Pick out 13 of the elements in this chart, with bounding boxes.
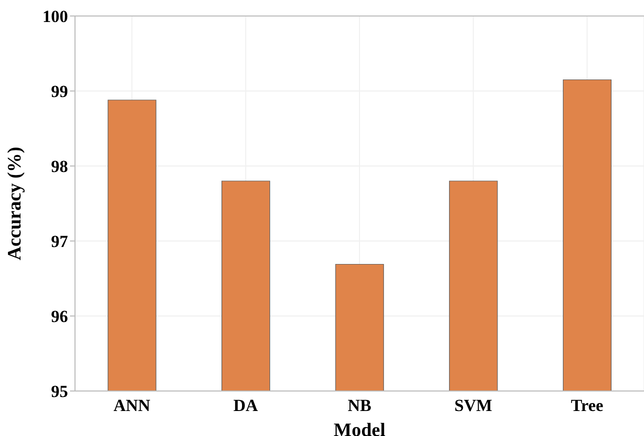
x-tick-label: DA xyxy=(233,396,259,416)
y-tick-label: 95 xyxy=(51,382,68,402)
y-tick-label: 97 xyxy=(51,232,68,252)
y-tick-label: 100 xyxy=(42,7,68,26)
x-tick-label: ANN xyxy=(113,396,152,416)
y-tick-label: 98 xyxy=(51,157,68,176)
x-tick-label: SVM xyxy=(454,396,492,416)
x-tick-label: NB xyxy=(348,396,372,416)
y-tick-label: 96 xyxy=(51,307,68,326)
x-axis-title: Model xyxy=(334,420,386,436)
y-tick-label: 99 xyxy=(51,82,68,102)
y-axis-title: Accuracy (%) xyxy=(4,146,26,260)
x-tick-label: Tree xyxy=(570,396,604,416)
